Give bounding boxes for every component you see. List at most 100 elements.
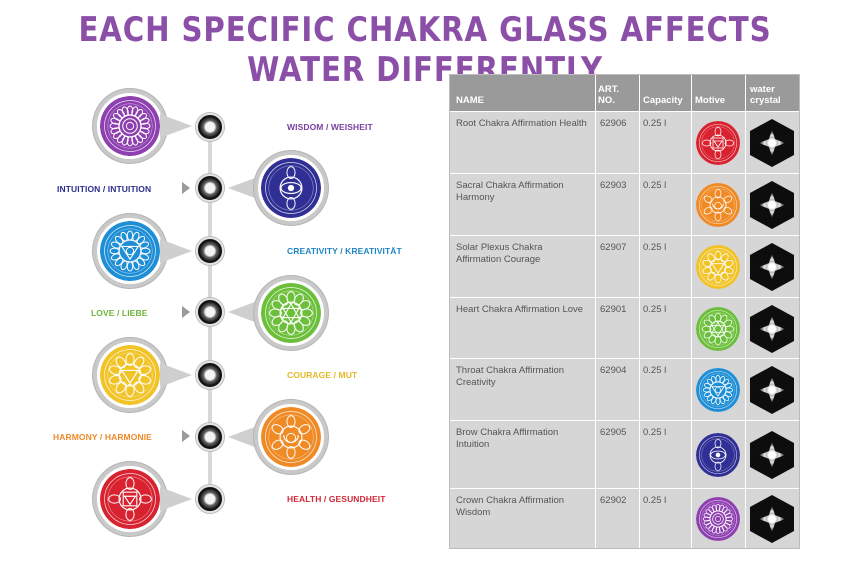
water-crystal-node [196, 237, 224, 265]
motive-image [696, 183, 740, 227]
bulb-pointer [228, 425, 260, 449]
product-name: Sacral Chakra Affirmation Harmony [456, 180, 564, 203]
column-divider [595, 75, 596, 548]
column-divider [691, 75, 692, 548]
art-number: 62901 [600, 304, 627, 315]
header-motive: Motive [695, 95, 726, 106]
product-name: Crown Chakra Affirmation Wisdom [456, 495, 565, 518]
capacity-value: 0.25 l [643, 118, 667, 129]
art-number: 62903 [600, 180, 627, 191]
sacral-chakra-icon [696, 183, 740, 227]
table-row: Solar Plexus Chakra Affirmation Courage … [450, 235, 799, 297]
water-crystal-image [750, 495, 794, 543]
solar-plexus-chakra-bulb [97, 342, 163, 408]
solar-plexus-chakra-icon [100, 345, 160, 405]
table-row: Heart Chakra Affirmation Love 62901 0.25… [450, 297, 799, 358]
bulb-pointer [228, 300, 260, 324]
motive-image [696, 245, 740, 289]
product-name: Heart Chakra Affirmation Love [456, 304, 584, 315]
root-chakra-icon [696, 121, 740, 165]
arrow-icon [182, 306, 190, 318]
product-table: NAME ART. NO. Capacity Motive water crys… [449, 74, 800, 549]
diagram-label-intuition: INTUITION / INTUITION [57, 184, 152, 194]
bulb-pointer [160, 114, 192, 138]
art-number: 62904 [600, 365, 627, 376]
arrow-icon [182, 182, 190, 194]
diagram-label-harmony: HARMONY / HARMONIE [53, 432, 152, 442]
motive-image [696, 497, 740, 541]
water-crystal-image [750, 431, 794, 479]
capacity-value: 0.25 l [643, 180, 667, 191]
arrow-icon [182, 430, 190, 442]
sacral-chakra-icon [261, 407, 321, 467]
brow-chakra-icon [261, 158, 321, 218]
table-row: Throat Chakra Affirmation Creativity 629… [450, 358, 799, 420]
diagram-label-wisdom: WISDOM / WEISHEIT [287, 122, 373, 132]
heart-chakra-bulb [258, 280, 324, 346]
water-crystal-image [750, 305, 794, 353]
water-crystal-node [196, 485, 224, 513]
water-crystal-node [196, 298, 224, 326]
art-number: 62902 [600, 495, 627, 506]
column-divider [745, 75, 746, 548]
root-chakra-bulb [97, 466, 163, 532]
bulb-pointer [160, 363, 192, 387]
art-number: 62906 [600, 118, 627, 129]
heart-chakra-icon [261, 283, 321, 343]
solar-plexus-chakra-icon [696, 245, 740, 289]
chakra-diagram: WISDOM / WEISHEIT INTUITION / INTUITION … [53, 93, 402, 532]
capacity-value: 0.25 l [643, 365, 667, 376]
table-row: Sacral Chakra Affirmation Harmony 62903 … [450, 173, 799, 235]
crown-chakra-icon [100, 96, 160, 156]
water-crystal-node [196, 174, 224, 202]
crown-chakra-icon [696, 497, 740, 541]
water-crystal-image [750, 119, 794, 167]
art-number: 62905 [600, 427, 627, 438]
product-name: Solar Plexus Chakra Affirmation Courage [456, 242, 543, 265]
water-crystal-image [750, 181, 794, 229]
diagram-label-creativity: CREATIVITY / KREATIVITÄT [287, 246, 402, 256]
water-crystal-node [196, 113, 224, 141]
page-title: EACH SPECIFIC CHAKRA GLASS AFFECTS WATER… [78, 10, 772, 90]
bulb-pointer [160, 487, 192, 511]
table-header: NAME ART. NO. Capacity Motive water crys… [450, 75, 799, 111]
bulb-pointer [160, 239, 192, 263]
motive-image [696, 433, 740, 477]
throat-chakra-bulb [97, 218, 163, 284]
header-art-no: ART. NO. [598, 84, 620, 106]
table-row: Root Chakra Affirmation Health 62906 0.2… [450, 111, 799, 173]
throat-chakra-icon [696, 368, 740, 412]
bulb-pointer [228, 176, 260, 200]
product-name: Brow Chakra Affirmation Intuition [456, 427, 559, 450]
header-name: NAME [456, 95, 484, 106]
motive-image [696, 307, 740, 351]
motive-image [696, 368, 740, 412]
throat-chakra-icon [100, 221, 160, 281]
capacity-value: 0.25 l [643, 427, 667, 438]
heart-chakra-icon [696, 307, 740, 351]
motive-image [696, 121, 740, 165]
water-crystal-node [196, 361, 224, 389]
capacity-value: 0.25 l [643, 304, 667, 315]
diagram-label-courage: COURAGE / MUT [287, 370, 358, 380]
sacral-chakra-bulb [258, 404, 324, 470]
crown-chakra-bulb [97, 93, 163, 159]
water-crystal-node [196, 423, 224, 451]
table-row: Crown Chakra Affirmation Wisdom 62902 0.… [450, 488, 799, 548]
art-number: 62907 [600, 242, 627, 253]
brow-chakra-icon [696, 433, 740, 477]
water-crystal-image [750, 243, 794, 291]
water-crystal-image [750, 366, 794, 414]
product-name: Root Chakra Affirmation Health [456, 118, 587, 129]
header-capacity: Capacity [643, 95, 683, 106]
diagram-label-love: LOVE / LIEBE [91, 308, 148, 318]
column-divider [639, 75, 640, 548]
capacity-value: 0.25 l [643, 242, 667, 253]
header-water-crystal: water crystal [750, 84, 781, 106]
root-chakra-icon [100, 469, 160, 529]
product-name: Throat Chakra Affirmation Creativity [456, 365, 565, 388]
table-row: Brow Chakra Affirmation Intuition 62905 … [450, 420, 799, 488]
capacity-value: 0.25 l [643, 495, 667, 506]
diagram-label-health: HEALTH / GESUNDHEIT [287, 494, 386, 504]
brow-chakra-bulb [258, 155, 324, 221]
